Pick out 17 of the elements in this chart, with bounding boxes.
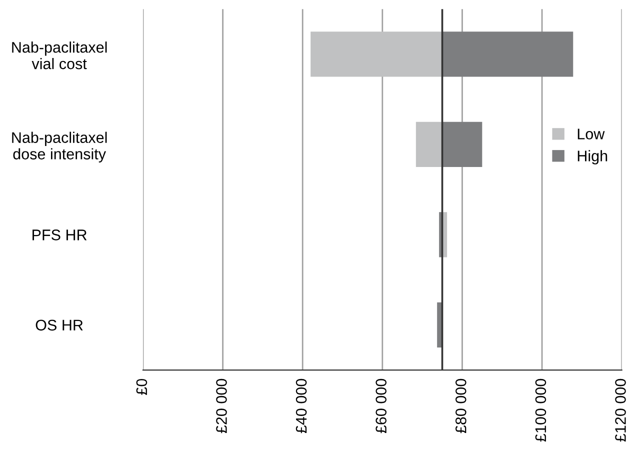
y-tick-label: Nab-paclitaxel dose intensity <box>12 132 107 162</box>
bar <box>416 122 442 167</box>
y-tick-label: PFS HR <box>32 230 87 240</box>
legend-label: High <box>578 150 608 164</box>
bar <box>310 32 442 77</box>
bar <box>442 122 482 167</box>
bar <box>442 32 574 77</box>
x-tick-label: £20 000 <box>216 378 227 434</box>
legend-label: Low <box>578 128 605 140</box>
y-tick-label: Nab-paclitaxel vial cost <box>12 42 107 70</box>
x-tick-label: £0 <box>136 378 148 395</box>
x-tick-label: £60 000 <box>376 378 387 434</box>
y-tick-label: OS HR <box>36 320 83 331</box>
x-tick-label: £40 000 <box>296 378 307 434</box>
x-tick-label: £120 000 <box>615 378 626 442</box>
x-tick-label: £80 000 <box>455 378 466 434</box>
x-tick-label: £100 000 <box>535 378 546 442</box>
